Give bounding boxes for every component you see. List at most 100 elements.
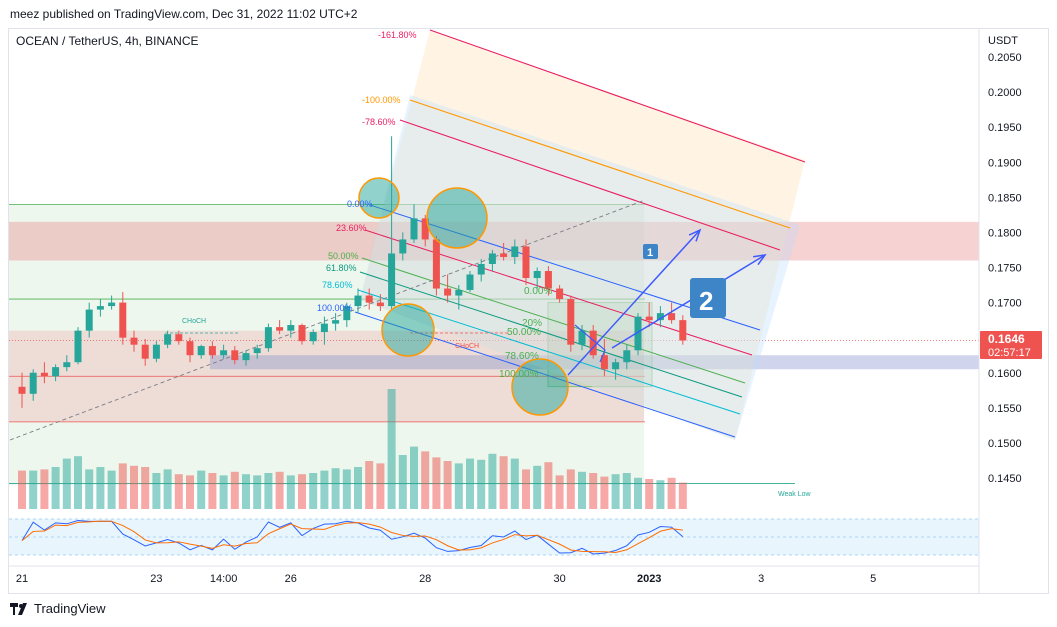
volume-bar	[678, 482, 687, 509]
volume-bar	[499, 456, 508, 509]
fib-inner-100: 100.00%	[499, 369, 539, 380]
oscillator-pane	[9, 518, 979, 556]
volume-bar	[611, 474, 620, 509]
fib-channel-fill	[360, 95, 800, 440]
stoch-k-line	[21, 520, 684, 555]
candle	[488, 253, 496, 264]
time-tick-label: 2023	[637, 573, 661, 585]
volume-bar	[264, 473, 273, 509]
candle	[52, 367, 60, 377]
volume-bar	[174, 474, 183, 509]
volume-bar	[298, 474, 306, 509]
fib-label-neg78: -78.60%	[362, 117, 396, 127]
candle	[466, 274, 474, 290]
fib-label-0: 0.00%	[347, 199, 373, 209]
volume-bar	[141, 467, 150, 509]
volume-bar	[354, 467, 362, 509]
candle	[656, 313, 664, 321]
candle	[634, 316, 642, 351]
price-tick-label: 0.1450	[988, 473, 1022, 485]
volume-bar	[107, 470, 116, 509]
candle	[164, 334, 172, 345]
candle	[421, 218, 429, 240]
candle	[365, 295, 373, 303]
volume-bar	[365, 461, 374, 509]
chart-frame[interactable]	[8, 28, 1049, 594]
time-axis: 21 23 14:00 26 28 30 2023 3 5	[9, 565, 979, 585]
volume-bar	[656, 480, 665, 509]
marker-1[interactable]: 1	[643, 244, 658, 259]
highlight-circle	[381, 303, 435, 357]
candle	[399, 239, 407, 254]
fib-label-neg100: -100.00%	[362, 95, 401, 105]
candle	[208, 346, 216, 356]
volume-bar	[443, 461, 452, 509]
volume-bar	[118, 463, 127, 509]
volume-bar	[85, 469, 94, 509]
candle	[18, 386, 26, 394]
time-tick-label: 26	[285, 573, 297, 585]
volume-bar	[421, 451, 430, 509]
currency-label: USDT	[988, 35, 1018, 47]
volume-bar	[74, 456, 82, 509]
price-tick-label: 0.2050	[988, 52, 1022, 64]
price-tick-label: 0.1950	[988, 122, 1022, 134]
fib-labels-outer: -161.80% -100.00% -78.60% 0.00% 23.60% 5…	[317, 30, 417, 313]
volume-bar	[253, 475, 262, 509]
candle	[578, 330, 586, 345]
marker-2[interactable]: 2	[690, 278, 726, 318]
volume-bar	[432, 457, 441, 509]
price-tick-label: 0.2000	[988, 87, 1022, 99]
volume-bar	[510, 458, 519, 509]
candle	[74, 330, 82, 363]
annotation-choch-2: CHoCH	[455, 343, 479, 350]
volume-layer	[18, 389, 687, 509]
candle	[29, 372, 37, 394]
fib-extension-line	[399, 119, 781, 251]
fib-extension-fill	[360, 30, 805, 440]
volume-bar	[219, 475, 228, 509]
fib-label-100: 100.00%	[317, 303, 353, 313]
candle	[309, 332, 317, 342]
annotation-weak-low: Weak Low	[778, 491, 811, 498]
fib-channel-line	[359, 271, 743, 398]
tradingview-logo-icon	[10, 603, 27, 615]
candle	[40, 372, 48, 377]
candle	[511, 246, 519, 257]
volume-bar	[488, 453, 497, 509]
top-bar: meez published on TradingView.com, Dec 3…	[0, 0, 1057, 28]
price-tick-label: 0.1500	[988, 438, 1022, 450]
candle	[332, 320, 340, 324]
volume-bar	[40, 469, 49, 509]
candle	[264, 327, 272, 349]
highlight-circle	[426, 187, 488, 249]
volume-bar	[645, 479, 654, 509]
volume-bar	[309, 473, 318, 509]
candle	[186, 341, 194, 356]
candle	[130, 337, 138, 345]
volume-bar	[600, 476, 609, 509]
time-tick-label: 28	[419, 573, 431, 585]
candle	[197, 346, 205, 356]
candle	[567, 299, 575, 345]
projection-arrow-1-head	[688, 228, 702, 242]
volume-bar	[387, 389, 396, 509]
candle	[141, 344, 149, 359]
volume-bar	[466, 458, 474, 509]
time-tick-label: 3	[758, 573, 764, 585]
fib-label-23: 23.60%	[336, 223, 367, 233]
candle	[96, 306, 104, 310]
candle	[276, 327, 284, 331]
volume-bar	[634, 477, 642, 509]
candle	[556, 288, 564, 300]
volume-bar	[566, 469, 575, 509]
volume-bar	[197, 470, 206, 509]
brand-name: TradingView	[34, 601, 106, 616]
volume-bar	[230, 471, 239, 509]
projection-arrow-1	[567, 229, 701, 376]
candles-layer	[18, 136, 687, 408]
volume-bar	[186, 475, 194, 509]
volume-bar	[320, 470, 329, 509]
projection-arrow-2	[611, 254, 766, 349]
